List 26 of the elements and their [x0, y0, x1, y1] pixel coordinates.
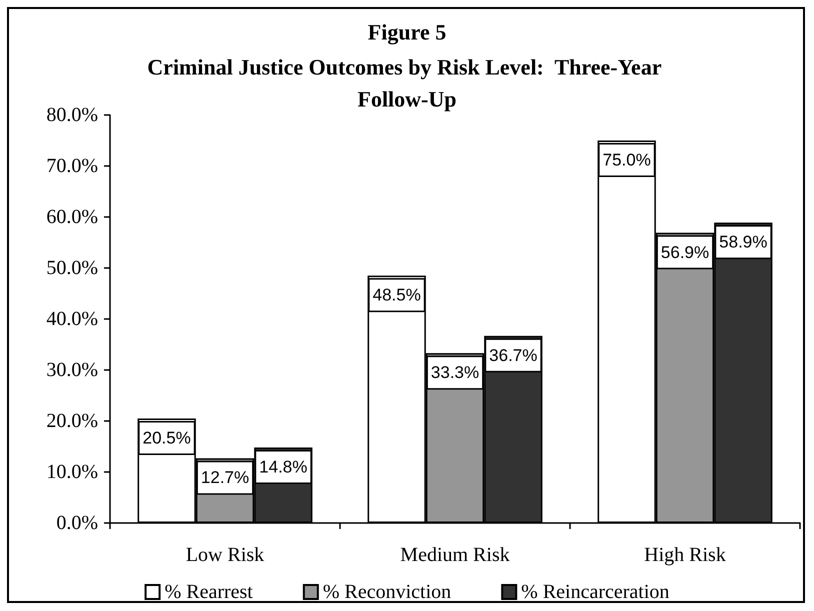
x-tick-label: High Risk	[644, 544, 726, 566]
chart-title: Figure 5	[368, 20, 446, 44]
data-label: 14.8%	[259, 458, 308, 477]
x-tick-label: Low Risk	[186, 544, 264, 566]
chart-subtitle: Criminal Justice Outcomes by Risk Level: Three-Year Follow-Up	[147, 54, 667, 112]
y-tick-label: 30.0%	[46, 359, 98, 381]
legend-label: % Reincarceration	[521, 581, 670, 603]
y-tick-label: 20.0%	[46, 410, 98, 432]
data-label: 20.5%	[142, 428, 191, 448]
data-label: 58.9%	[719, 232, 768, 252]
y-tick-label: 50.0%	[46, 257, 98, 279]
y-tick-label: 60.0%	[46, 206, 98, 228]
x-tick-label: Medium Risk	[400, 544, 510, 566]
data-label: 33.3%	[430, 363, 480, 382]
legend-label: % Reconviction	[322, 581, 452, 603]
data-label: 75.0%	[602, 150, 651, 170]
y-tick-label: 80.0%	[46, 104, 98, 126]
data-label: 36.7%	[489, 346, 538, 365]
y-tick-label: 70.0%	[46, 155, 98, 177]
data-label: 48.5%	[372, 286, 421, 305]
y-tick-label: 0.0%	[56, 512, 98, 534]
y-tick-label: 40.0%	[46, 308, 98, 330]
legend-label: % Rearrest	[164, 581, 254, 603]
data-label: 12.7%	[200, 468, 250, 488]
y-tick-label: 10.0%	[46, 461, 98, 483]
data-label: 56.9%	[660, 242, 710, 262]
